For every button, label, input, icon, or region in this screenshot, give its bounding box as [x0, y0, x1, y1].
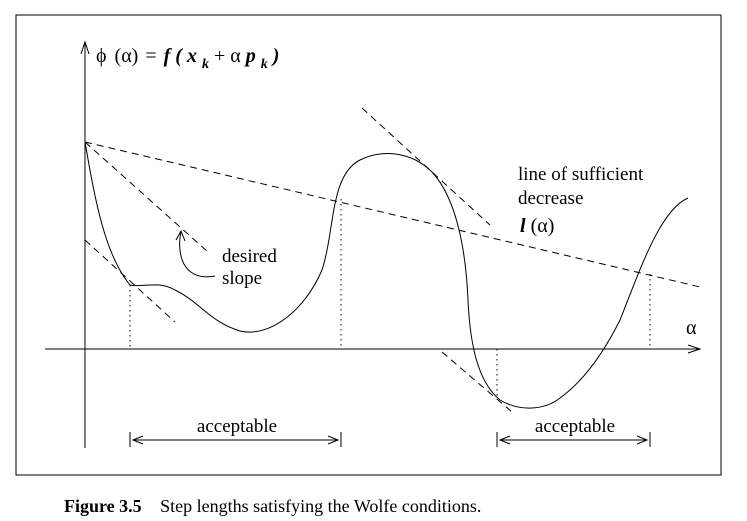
close-paren: )	[271, 45, 280, 67]
open-paren: (	[175, 45, 183, 67]
desired-slope-label-line1: desired	[222, 246, 277, 267]
l-argument: (α)	[531, 215, 555, 237]
desired-slope-arrowhead	[175, 229, 186, 242]
variable-x: x	[186, 45, 197, 67]
acceptable-interval-left	[129, 432, 342, 447]
x-axis-arrowhead	[687, 344, 702, 354]
acceptable-interval-right	[496, 432, 651, 447]
caption-label: Figure 3.5	[64, 496, 142, 516]
variable-p: p	[244, 45, 256, 67]
caption-text: Step lengths satisfying the Wolfe condit…	[160, 496, 481, 516]
right-interval-arrow-end	[636, 435, 649, 445]
desired-slope-label-line2: slope	[222, 268, 262, 289]
sufficient-decrease-line	[84, 141, 701, 288]
x-axis-label: α	[686, 317, 697, 339]
alpha-symbol: α	[230, 45, 241, 67]
left-interval-arrow-end	[327, 435, 340, 445]
interval-markers	[129, 199, 651, 398]
desired-slope-arrow-shaft	[179, 231, 216, 278]
acceptable-label-right: acceptable	[535, 416, 615, 437]
y-axis-arrowhead	[80, 40, 90, 55]
sufficient-decrease-label-line2: decrease	[518, 188, 583, 209]
sufficient-decrease-label-line1: line of sufficient	[518, 164, 644, 185]
phi-symbol: ϕ	[96, 45, 107, 67]
tangent-line-peak	[361, 107, 491, 226]
subscript-k1: k	[202, 57, 209, 72]
plus-sign: +	[214, 45, 225, 67]
function-f: f	[164, 45, 173, 67]
desired-slope-arrow	[175, 229, 216, 278]
right-interval-arrow-start	[498, 435, 511, 445]
left-interval-arrow-start	[131, 435, 144, 445]
figure-frame	[15, 14, 722, 476]
phi-curve	[84, 141, 689, 409]
tangent-line-valley	[441, 351, 513, 413]
equals-sign: =	[145, 45, 156, 67]
axes	[45, 40, 702, 448]
l-symbol: l	[520, 215, 526, 237]
phi-argument: (α)	[115, 45, 139, 67]
l-alpha-label: l (α)	[520, 215, 554, 237]
tangent-line-left	[84, 239, 176, 323]
figure-caption: Figure 3.5 Step lengths satisfying the W…	[64, 496, 481, 516]
desired-slope-line	[84, 141, 209, 253]
acceptable-label-left: acceptable	[197, 416, 277, 437]
y-axis-label: ϕ (α) = f ( x k + α p k )	[96, 45, 279, 73]
subscript-k2: k	[261, 57, 268, 72]
